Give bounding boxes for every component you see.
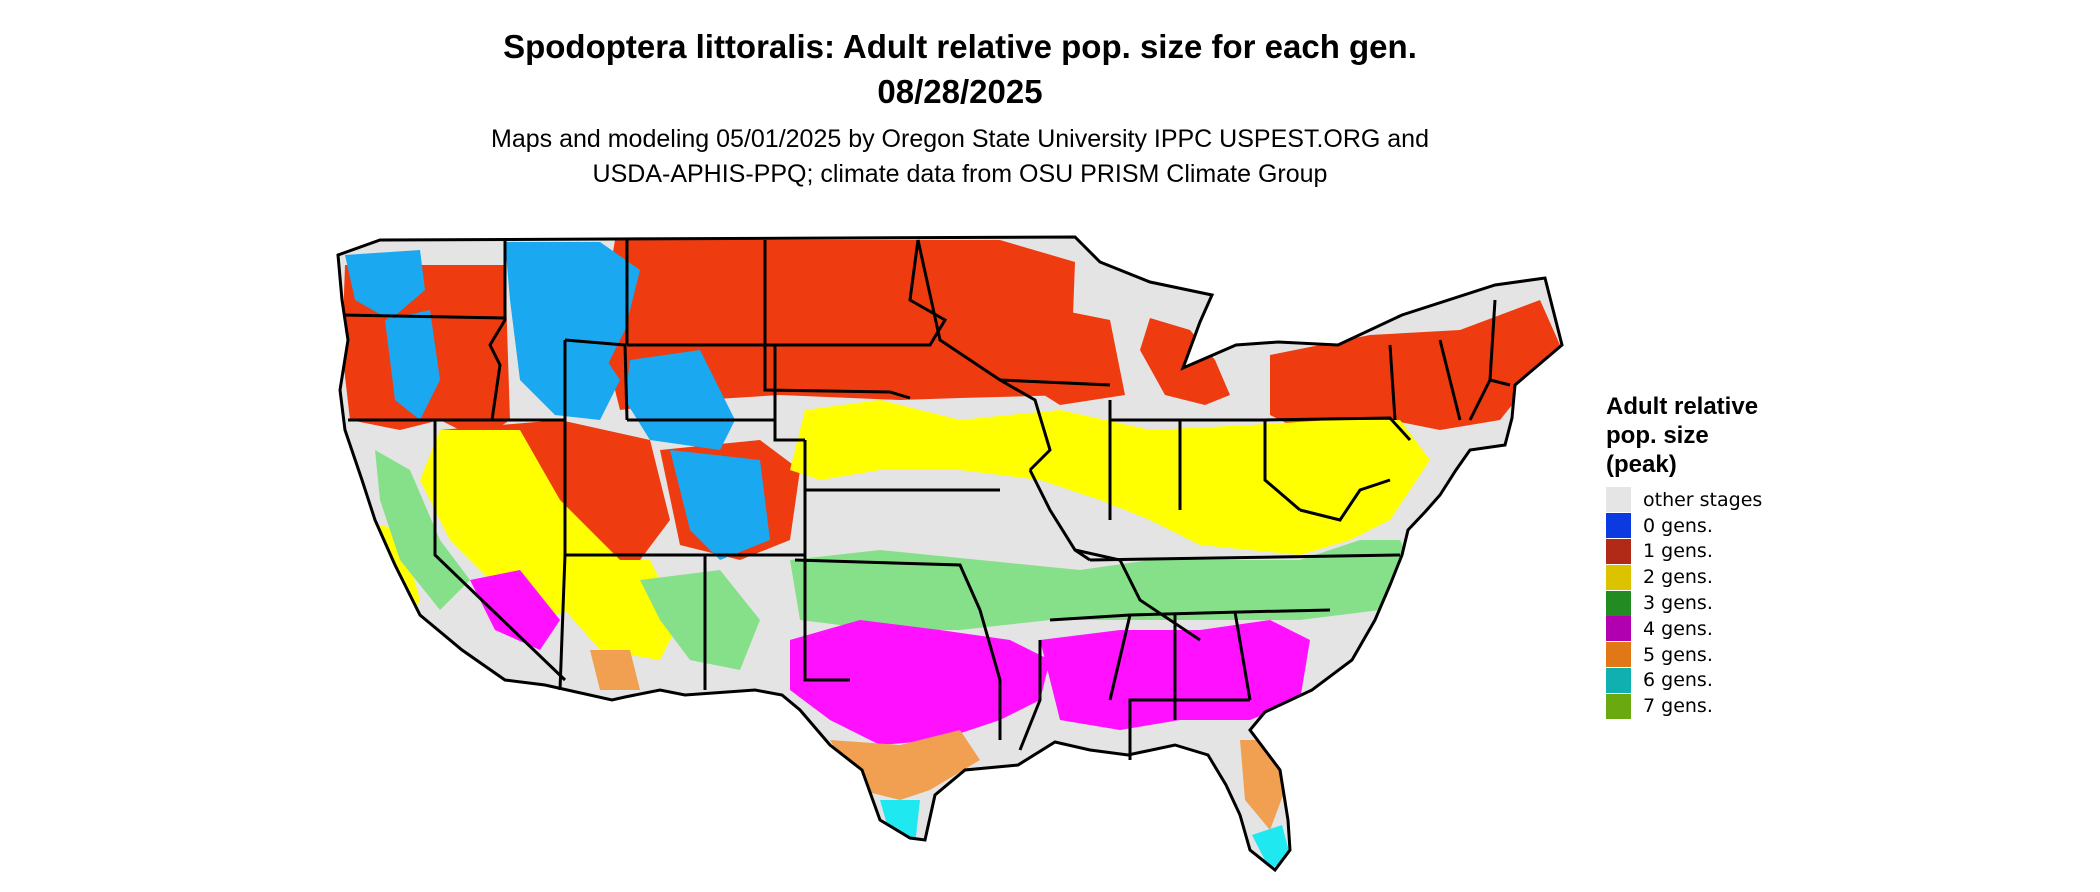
zone-4-gens-texas-oklahoma	[790, 620, 1050, 745]
state-boundaries	[336, 235, 1564, 873]
legend-title-line-2: pop. size	[1606, 422, 1709, 449]
legend-title-line-3: (peak)	[1606, 451, 1677, 478]
map-subtitle: Maps and modeling 05/01/2025 by Oregon S…	[330, 122, 1590, 192]
legend-swatch	[1606, 693, 1631, 719]
legend-item-6-gens: 6 gens.	[1606, 667, 1906, 694]
legend-label: 2 gens.	[1643, 566, 1713, 589]
map-title: Spodoptera littoralis: Adult relative po…	[330, 24, 1590, 114]
zone-1-gens-north	[600, 240, 1075, 410]
zone-5-gens-arizona	[590, 650, 640, 690]
zone-0-gens-cascades	[385, 310, 440, 420]
subtitle-line-1: Maps and modeling 05/01/2025 by Oregon S…	[491, 125, 1429, 153]
legend-label: 6 gens.	[1643, 669, 1713, 692]
legend-swatch	[1606, 642, 1631, 668]
legend: Adult relative pop. size (peak) other st…	[1606, 392, 1906, 719]
legend-swatch	[1606, 564, 1631, 590]
legend-item-5-gens: 5 gens.	[1606, 642, 1906, 668]
legend-item-1-gens: 1 gens.	[1606, 538, 1906, 565]
title-date: 08/28/2025	[877, 73, 1043, 110]
legend-label: 4 gens.	[1643, 617, 1713, 640]
zone-3-gens-california	[375, 450, 470, 610]
legend-label: 5 gens.	[1643, 643, 1713, 666]
legend-title-line-1: Adult relative	[1606, 393, 1759, 420]
legend-title: Adult relative pop. size (peak)	[1606, 392, 1906, 479]
legend-swatch	[1606, 616, 1631, 642]
zone-4-gens-southwest	[470, 570, 560, 650]
legend-item-2-gens: 2 gens.	[1606, 564, 1906, 590]
legend-swatch	[1606, 487, 1631, 513]
legend-swatch	[1606, 538, 1631, 564]
subtitle-line-2: USDA-APHIS-PPQ; climate data from OSU PR…	[592, 160, 1328, 188]
legend-item-3-gens: 3 gens.	[1606, 590, 1906, 616]
zone-0-gens-wyoming	[625, 350, 735, 450]
legend-label: 3 gens.	[1643, 592, 1713, 615]
zone-0-gens-colorado	[670, 450, 770, 560]
zone-1-gens-northeast	[1270, 300, 1560, 435]
zone-6-gens-south-florida	[1252, 825, 1290, 870]
zone-1-gens-wisconsin	[1010, 300, 1125, 405]
us-map	[336, 235, 1564, 873]
legend-item-0-gens: 0 gens.	[1606, 513, 1906, 539]
zone-0-gens-washington	[345, 250, 425, 320]
legend-item-7-gens: 7 gens.	[1606, 693, 1906, 719]
zone-3-gens-south-central	[790, 540, 1420, 630]
legend-swatch	[1606, 513, 1631, 539]
legend-label: 7 gens.	[1643, 695, 1713, 718]
legend-swatch	[1606, 590, 1631, 616]
legend-swatch	[1606, 667, 1631, 693]
legend-item-other-stages: other stages	[1606, 487, 1906, 513]
legend-label: other stages	[1643, 488, 1763, 511]
zone-3-gens-southwest	[640, 570, 760, 670]
title-line-1: Spodoptera littoralis: Adult relative po…	[503, 28, 1417, 65]
legend-label: 0 gens.	[1643, 514, 1713, 537]
legend-label: 1 gens.	[1643, 540, 1713, 563]
legend-item-4-gens: 4 gens.	[1606, 616, 1906, 642]
